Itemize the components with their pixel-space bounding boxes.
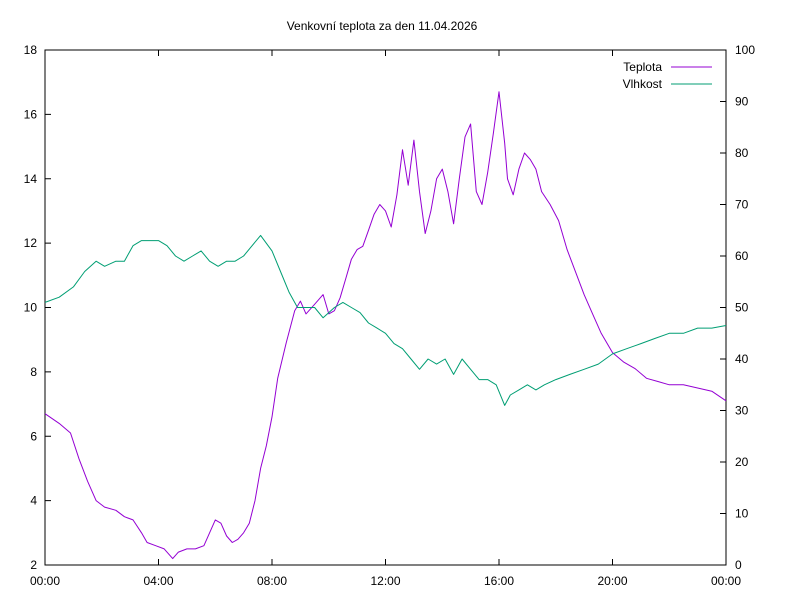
y-right-tick-label: 70	[735, 198, 749, 212]
series-lines	[44, 91, 727, 560]
legend-label-vlhkost: Vlhkost	[623, 77, 663, 91]
x-tick-label: 20:00	[597, 574, 627, 588]
y-left-tick-label: 2	[30, 558, 37, 572]
series-line-teplota	[44, 91, 727, 560]
y-left-tick-label: 6	[30, 429, 37, 443]
x-tick-label: 00:00	[30, 574, 60, 588]
y-left-tick-label: 4	[30, 494, 37, 508]
y-left-tick-label: 16	[24, 107, 38, 121]
y-right-tick-label: 100	[735, 43, 755, 57]
x-tick-label: 12:00	[370, 574, 400, 588]
y-right-tick-label: 80	[735, 146, 749, 160]
y-right-tick-label: 20	[735, 455, 749, 469]
y-left-tick-label: 12	[24, 236, 38, 250]
y-right-tick-label: 50	[735, 301, 749, 315]
axis-ticks: 2 4 6 8 10 12 14 16 18 0 10 20 30 40 50 60 70 80 90 100 00:0…	[24, 43, 756, 588]
chart-title: Venkovní teplota za den 11.04.2026	[287, 19, 478, 33]
plot-frame	[44, 49, 727, 566]
legend: Teplota Vlhkost	[623, 60, 712, 91]
y-right-tick-label: 10	[735, 507, 749, 521]
x-tick-label: 08:00	[257, 574, 287, 588]
y-left-tick-label: 14	[24, 172, 38, 186]
x-tick-label: 16:00	[484, 574, 514, 588]
y-right-tick-label: 30	[735, 404, 749, 418]
y-right-tick-label: 90	[735, 95, 749, 109]
y-right-tick-label: 60	[735, 249, 749, 263]
y-left-tick-label: 18	[24, 43, 38, 57]
y-left-tick-label: 8	[30, 365, 37, 379]
y-right-tick-label: 0	[735, 558, 742, 572]
series-line-vlhkost	[44, 234, 727, 406]
y-left-tick-label: 10	[24, 301, 38, 315]
y-right-tick-label: 40	[735, 352, 749, 366]
x-tick-label: 00:00	[711, 574, 741, 588]
legend-label-teplota: Teplota	[623, 60, 662, 74]
x-tick-label: 04:00	[143, 574, 173, 588]
